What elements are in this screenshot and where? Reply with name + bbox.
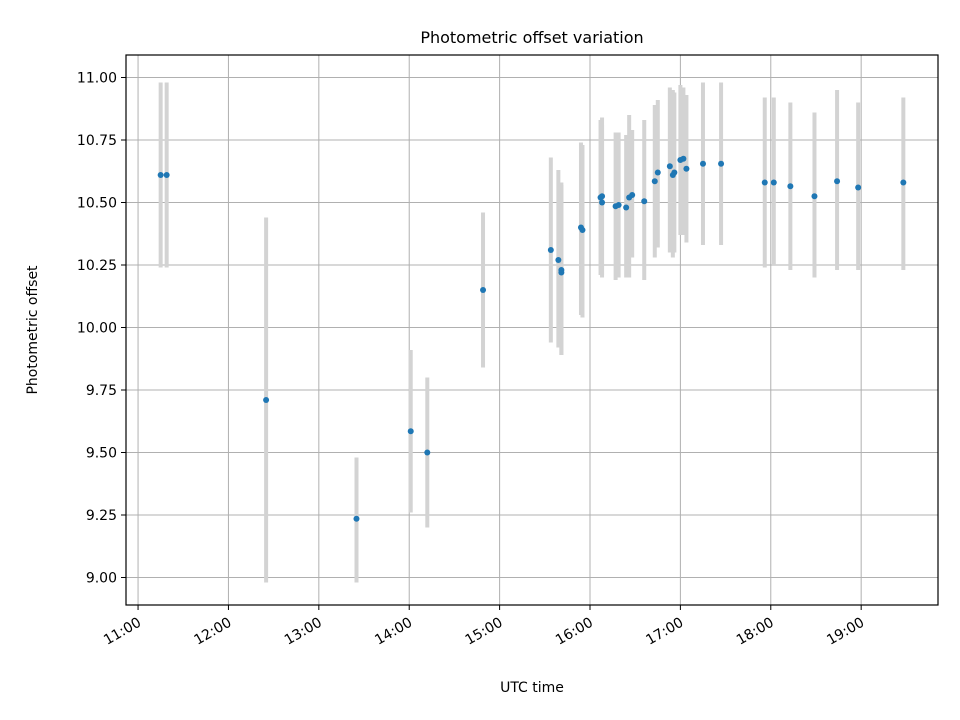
data-point [157, 172, 164, 178]
data-point [629, 192, 636, 198]
data-point [353, 515, 360, 522]
data-point [855, 184, 862, 191]
data-point [761, 179, 768, 186]
data-point [623, 204, 630, 211]
data-point [407, 428, 414, 435]
data-point [651, 178, 658, 185]
y-tick-label: 10.00 [77, 321, 117, 337]
x-axis-label: UTC time [500, 680, 564, 696]
plot-frame [125, 54, 939, 606]
y-tick-label: 9.50 [86, 446, 117, 462]
y-tick-label: 9.00 [86, 571, 117, 587]
chart-title: Photometric offset variation [420, 28, 643, 47]
data-point [547, 247, 554, 253]
y-tick-label: 10.50 [77, 196, 117, 212]
y-tick-label: 11.00 [77, 71, 117, 87]
data-point [654, 169, 661, 176]
y-tick-label: 9.75 [86, 383, 117, 399]
y-tick-label: 10.25 [77, 258, 117, 274]
data-point [666, 163, 673, 170]
y-tick-label: 10.75 [77, 133, 117, 149]
data-point [599, 199, 606, 206]
data-point [834, 178, 841, 185]
data-point [579, 227, 586, 233]
data-point [163, 172, 170, 178]
data-point [811, 193, 818, 200]
data-points [157, 155, 907, 522]
data-point [683, 165, 690, 172]
data-point [770, 179, 777, 186]
data-point [787, 183, 794, 190]
data-point [558, 269, 565, 276]
data-point [555, 257, 562, 263]
data-point [641, 198, 648, 205]
data-point [599, 193, 606, 200]
data-point [263, 397, 270, 403]
data-point [680, 155, 687, 162]
data-point [615, 202, 622, 208]
data-point [671, 169, 678, 176]
grid [126, 55, 938, 605]
data-point [480, 287, 487, 293]
y-tick-label: 9.25 [86, 508, 117, 524]
data-point [718, 160, 725, 167]
y-axis-label: Photometric offset [25, 265, 41, 395]
data-point [424, 449, 431, 456]
data-point [699, 160, 706, 167]
data-point [900, 179, 907, 186]
y-axis: 9.00 9.25 9.50 9.75 10.00 10.25 10.50 10.75 11.0… [77, 71, 126, 587]
